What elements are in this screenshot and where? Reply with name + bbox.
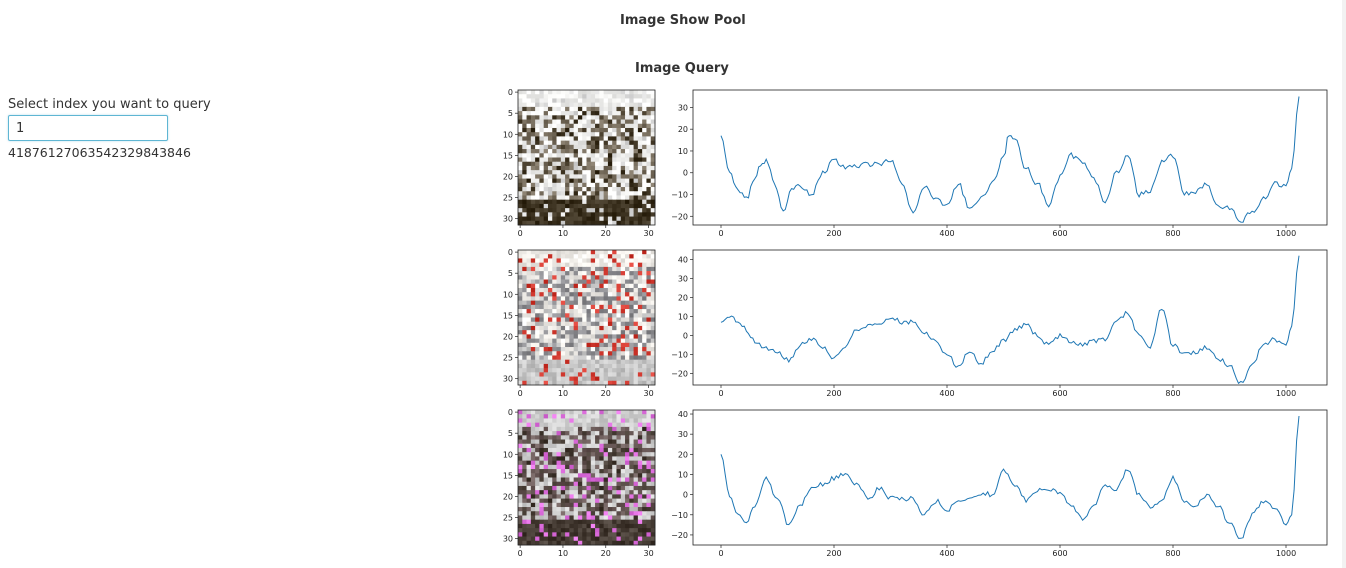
y-tick-label: 10 — [678, 313, 688, 322]
page-title: Image Show Pool — [620, 13, 746, 28]
x-tick-label: 600 — [1052, 389, 1067, 398]
y-tick-label: 20 — [503, 492, 513, 501]
x-tick-label: 0 — [518, 549, 523, 558]
y-tick-label: 10 — [503, 130, 513, 139]
y-tick-label: 0 — [508, 88, 513, 97]
result-row: 0 5 10 15 20 25 30 0 10 20 30 40 30 20 10 0 −10 −20 0 200 40… — [500, 405, 1340, 563]
y-tick-label: 30 — [503, 215, 513, 224]
y-tick-label: 5 — [508, 269, 513, 278]
y-tick-label: 15 — [503, 311, 513, 320]
y-tick-label: 30 — [503, 535, 513, 544]
y-tick-label: −10 — [671, 511, 688, 520]
y-tick-label: 10 — [503, 290, 513, 299]
row-figure: 0 5 10 15 20 25 30 0 10 20 30 40 30 20 10 0 −10 −20 0 200 40… — [503, 408, 1328, 558]
y-tick-label: 0 — [508, 248, 513, 257]
y-tick-label: 20 — [503, 332, 513, 341]
result-row: 0 5 10 15 20 25 30 0 10 20 30 40 30 20 10 0 −10 −20 0 200 40… — [500, 245, 1340, 403]
x-tick-label: 30 — [643, 389, 653, 398]
x-tick-label: 10 — [558, 229, 568, 238]
image-frame — [517, 409, 656, 546]
y-tick-label: 20 — [503, 172, 513, 181]
x-tick-label: 1000 — [1276, 389, 1296, 398]
y-tick-label: 20 — [678, 125, 688, 134]
y-tick-label: −20 — [671, 531, 688, 540]
x-tick-label: 1000 — [1276, 549, 1296, 558]
x-tick-label: 0 — [718, 229, 723, 238]
x-tick-label: 600 — [1052, 229, 1067, 238]
y-tick-label: 20 — [678, 450, 688, 459]
y-tick-label: 10 — [678, 147, 688, 156]
x-tick-label: 400 — [939, 549, 954, 558]
plot-frame — [692, 409, 1328, 546]
x-tick-label: 30 — [643, 229, 653, 238]
series-line — [720, 96, 1300, 223]
y-tick-label: 15 — [503, 471, 513, 480]
page-right-border — [1342, 0, 1346, 568]
x-tick-label: 0 — [518, 229, 523, 238]
y-tick-label: 0 — [683, 169, 688, 178]
y-tick-label: 25 — [503, 194, 513, 203]
y-tick-label: −20 — [671, 370, 688, 379]
image-thumbnail — [518, 250, 656, 386]
section-title: Image Query — [635, 61, 729, 76]
x-tick-label: 10 — [558, 389, 568, 398]
image-frame — [517, 249, 656, 386]
x-tick-label: 20 — [601, 229, 611, 238]
y-tick-label: −20 — [671, 212, 688, 221]
x-tick-label: 800 — [1165, 549, 1180, 558]
series-line — [720, 415, 1300, 539]
y-tick-label: 30 — [678, 430, 688, 439]
query-label: Select index you want to query — [8, 97, 211, 112]
x-tick-label: 800 — [1165, 389, 1180, 398]
y-tick-label: −10 — [671, 351, 688, 360]
x-tick-label: 0 — [718, 389, 723, 398]
result-row: 0 5 10 15 20 25 30 0 10 20 30 30 20 10 0 −10 −20 0 200 400 6… — [500, 85, 1340, 243]
x-tick-label: 30 — [643, 549, 653, 558]
x-tick-label: 200 — [826, 229, 841, 238]
plot-frame — [692, 249, 1328, 386]
y-tick-label: −10 — [671, 191, 688, 200]
x-tick-label: 0 — [718, 549, 723, 558]
image-thumbnail — [518, 90, 656, 226]
y-tick-label: 5 — [508, 429, 513, 438]
row-figure: 0 5 10 15 20 25 30 0 10 20 30 30 20 10 0 −10 −20 0 200 400 6… — [503, 88, 1328, 238]
y-tick-label: 40 — [678, 256, 688, 265]
x-tick-label: 800 — [1165, 229, 1180, 238]
y-tick-label: 0 — [683, 332, 688, 341]
x-tick-label: 20 — [601, 549, 611, 558]
image-thumbnail — [518, 410, 656, 546]
series-line — [720, 255, 1300, 385]
y-tick-label: 5 — [508, 109, 513, 118]
y-tick-label: 15 — [503, 151, 513, 160]
row-figure: 0 5 10 15 20 25 30 0 10 20 30 40 30 20 10 0 −10 −20 0 200 40… — [503, 248, 1328, 398]
y-tick-label: 10 — [503, 450, 513, 459]
plot-frame — [692, 89, 1328, 226]
y-tick-label: 30 — [678, 275, 688, 284]
x-tick-label: 400 — [939, 229, 954, 238]
y-tick-label: 0 — [508, 408, 513, 417]
query-result-text: 41876127063542329843846 — [8, 145, 191, 160]
y-tick-label: 20 — [678, 294, 688, 303]
x-tick-label: 600 — [1052, 549, 1067, 558]
x-tick-label: 1000 — [1276, 229, 1296, 238]
y-tick-label: 10 — [678, 470, 688, 479]
y-tick-label: 0 — [683, 491, 688, 500]
y-tick-label: 40 — [678, 410, 688, 419]
x-tick-label: 20 — [601, 389, 611, 398]
x-tick-label: 10 — [558, 549, 568, 558]
x-tick-label: 0 — [518, 389, 523, 398]
y-tick-label: 30 — [678, 103, 688, 112]
x-tick-label: 200 — [826, 389, 841, 398]
y-tick-label: 30 — [503, 375, 513, 384]
image-frame — [517, 89, 656, 226]
x-tick-label: 200 — [826, 549, 841, 558]
y-tick-label: 25 — [503, 514, 513, 523]
y-tick-label: 25 — [503, 354, 513, 363]
x-tick-label: 400 — [939, 389, 954, 398]
query-index-input[interactable] — [8, 115, 168, 141]
